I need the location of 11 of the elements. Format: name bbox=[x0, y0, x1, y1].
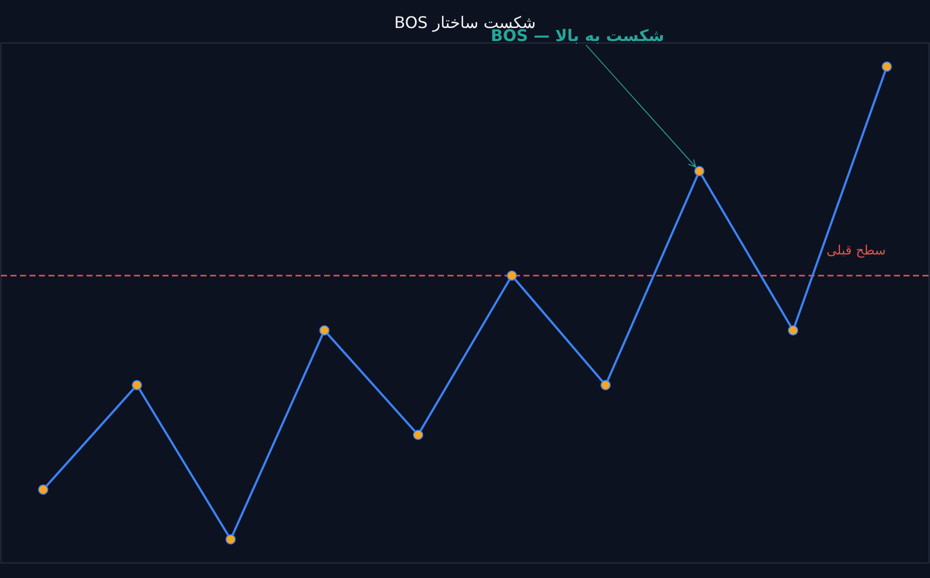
point bbox=[788, 325, 798, 336]
ref-line-label: سطح قبلی bbox=[826, 244, 886, 259]
point bbox=[132, 380, 142, 390]
point bbox=[319, 325, 330, 336]
point bbox=[413, 430, 424, 440]
point bbox=[506, 270, 517, 281]
point bbox=[882, 62, 892, 72]
point bbox=[226, 534, 236, 544]
point bbox=[694, 166, 704, 176]
point bbox=[38, 484, 48, 495]
point bbox=[600, 380, 611, 390]
